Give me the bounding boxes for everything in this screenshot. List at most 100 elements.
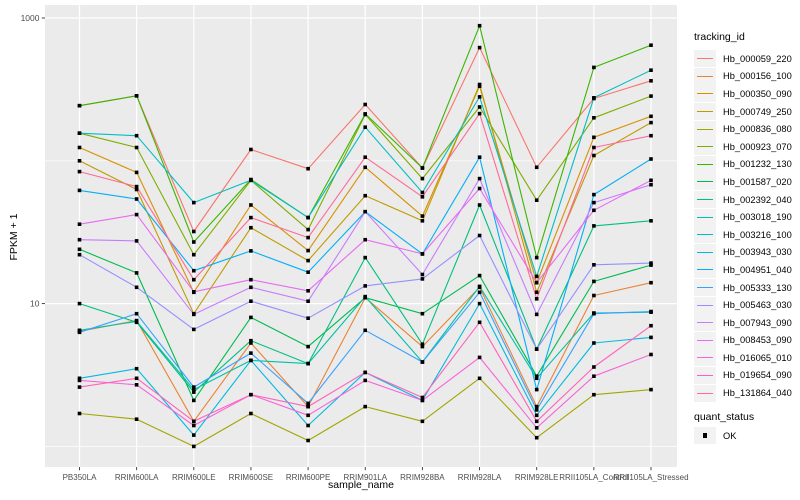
data-point (306, 227, 310, 232)
data-point (420, 344, 425, 349)
data-point (363, 284, 367, 288)
data-point (306, 258, 310, 263)
legend-item: Hb_000749_250 (694, 103, 792, 121)
point-square-icon (702, 433, 708, 438)
data-point (192, 385, 196, 389)
legend-label: Hb_003216_100 (723, 229, 792, 240)
data-point (134, 383, 139, 387)
legend-label: Hb_000059_220 (723, 53, 792, 64)
data-point (306, 413, 310, 418)
data-point (534, 290, 539, 295)
series-line-swatch-icon (697, 93, 713, 95)
legend-item: Hb_000923_070 (694, 138, 792, 156)
data-point (534, 274, 539, 279)
data-point (420, 176, 425, 181)
data-point (420, 272, 425, 277)
legend-item: Hb_004951_040 (694, 261, 792, 279)
legend-label: Hb_004951_040 (723, 264, 792, 275)
data-point (649, 309, 653, 314)
data-point (134, 187, 139, 192)
data-point (477, 176, 482, 181)
legend-key (694, 384, 716, 402)
data-point (249, 203, 253, 207)
x-tick-label: RRIM928BA (400, 473, 445, 482)
data-point (592, 192, 596, 197)
legend-item: Hb_008453_090 (694, 331, 792, 350)
data-point (249, 392, 253, 397)
legend-label: Hb_000350_090 (723, 88, 792, 99)
data-point (306, 404, 310, 409)
data-point (649, 219, 653, 223)
legend-item: Hb_019654_090 (694, 366, 792, 385)
data-point (77, 247, 82, 252)
data-point (363, 237, 367, 242)
data-point (77, 169, 82, 174)
data-point (192, 444, 196, 449)
data-point (477, 111, 482, 116)
legend-item: Hb_000350_090 (694, 85, 792, 103)
data-point (306, 299, 310, 303)
data-point (477, 290, 482, 295)
legend-item-quant-ok: OK (694, 427, 792, 445)
data-point (306, 438, 310, 443)
legend-key (694, 366, 716, 384)
legend-item: Hb_002392_040 (694, 191, 792, 209)
series-line-swatch-icon (697, 216, 713, 218)
data-point (420, 342, 425, 346)
data-point (77, 378, 82, 383)
legend-key (694, 155, 716, 173)
series-line-swatch-icon (697, 163, 713, 165)
data-point (649, 43, 653, 47)
legend-label: Hb_007943_090 (723, 317, 792, 328)
data-point (77, 252, 82, 257)
x-tick-label: PB350LA (63, 473, 97, 482)
data-point (477, 355, 482, 360)
legend-label: Hb_001587_020 (723, 176, 792, 187)
legend-item: Hb_007943_090 (694, 314, 792, 332)
y-tick-label: 1000 (21, 13, 40, 23)
data-point (477, 45, 482, 50)
data-point (192, 433, 196, 437)
data-point (306, 235, 310, 240)
data-point (534, 419, 539, 424)
x-tick-label: RRIM600SE (229, 473, 273, 482)
data-point (420, 360, 425, 364)
data-point (649, 79, 653, 83)
data-point (306, 166, 310, 171)
data-point (77, 330, 82, 335)
data-point (363, 294, 367, 299)
data-point (249, 285, 253, 290)
data-point (592, 374, 596, 378)
data-point (420, 419, 425, 424)
series-line-swatch-icon (697, 392, 713, 394)
x-tick-label: RRIM600PE (286, 473, 330, 482)
data-point (477, 376, 482, 381)
data-point (192, 252, 196, 257)
data-point (420, 219, 425, 223)
legend-key (694, 173, 716, 191)
data-point (592, 65, 596, 70)
data-point (477, 233, 482, 238)
quant-ok-label: OK (723, 430, 737, 441)
data-point (306, 270, 310, 274)
data-point (649, 68, 653, 72)
legend-item: Hb_003216_100 (694, 226, 792, 244)
data-point (192, 327, 196, 332)
data-point (77, 159, 82, 163)
legend-label: Hb_131864_040 (723, 388, 792, 399)
series-line-swatch-icon (697, 75, 713, 77)
legend-label: Hb_001232_130 (723, 159, 792, 170)
legend-key (694, 314, 716, 332)
data-point (649, 120, 653, 125)
data-point (592, 116, 596, 120)
data-point (134, 285, 139, 290)
legend-key (694, 103, 716, 121)
legend-item: Hb_016065_010 (694, 349, 792, 367)
x-tick-label: RRII105LA_Control (559, 473, 629, 482)
data-point (249, 341, 253, 345)
data-point (77, 222, 82, 226)
data-point (249, 215, 253, 220)
data-point (649, 114, 653, 119)
data-point (363, 404, 367, 409)
